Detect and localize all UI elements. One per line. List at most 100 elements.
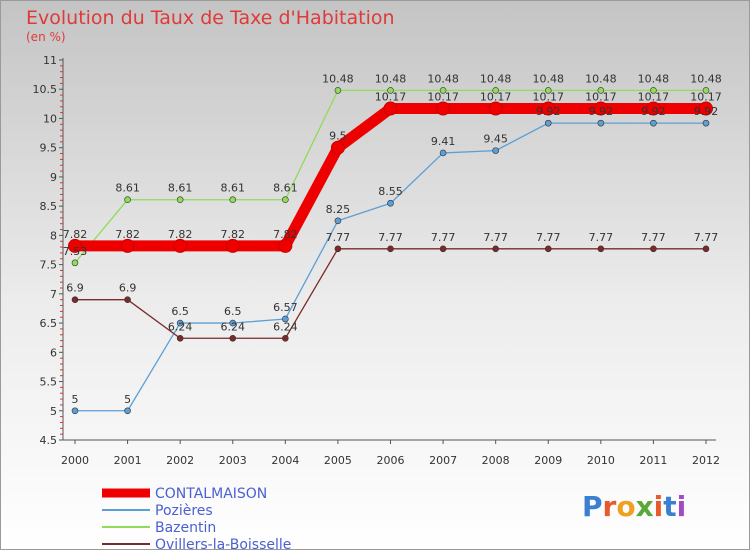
data-label-bazentin: 7.53 bbox=[63, 245, 88, 258]
x-tick-label: 2012 bbox=[692, 454, 720, 467]
x-tick-label: 2005 bbox=[324, 454, 352, 467]
data-label-bazentin: 10.48 bbox=[322, 72, 354, 85]
data-label-ovillers-la-boisselle: 7.77 bbox=[694, 231, 719, 244]
x-tick-label: 2004 bbox=[271, 454, 299, 467]
data-label-contalmaison: 10.17 bbox=[533, 91, 565, 104]
data-point-contalmaison bbox=[383, 101, 398, 116]
data-point-bazentin bbox=[702, 87, 710, 94]
data-label-bazentin: 8.61 bbox=[273, 182, 298, 195]
y-tick-label: 7.5 bbox=[40, 259, 58, 272]
data-point-ovillers-la-boisselle bbox=[702, 245, 710, 253]
data-label-pozieres: 6.5 bbox=[224, 305, 242, 318]
data-point-bazentin bbox=[124, 196, 131, 204]
data-point-contalmaison bbox=[68, 238, 82, 253]
y-tick-label: 11 bbox=[43, 54, 57, 67]
x-tick-label: 2010 bbox=[587, 454, 615, 467]
y-tick-label: 5 bbox=[50, 405, 57, 418]
data-point-bazentin bbox=[229, 196, 237, 204]
data-label-ovillers-la-boisselle: 6.24 bbox=[221, 320, 246, 333]
data-label-contalmaison: 7.82 bbox=[273, 228, 298, 241]
data-label-bazentin: 10.48 bbox=[690, 72, 722, 85]
data-label-pozieres: 9.92 bbox=[589, 105, 614, 118]
data-point-pozieres bbox=[702, 119, 710, 127]
data-point-ovillers-la-boisselle bbox=[492, 245, 499, 253]
data-label-pozieres: 8.55 bbox=[378, 185, 403, 198]
data-point-bazentin bbox=[650, 87, 657, 94]
data-label-pozieres: 9.92 bbox=[694, 105, 719, 118]
data-point-contalmaison bbox=[488, 101, 503, 116]
data-point-contalmaison bbox=[330, 140, 345, 155]
data-point-bazentin bbox=[334, 87, 342, 94]
data-label-ovillers-la-boisselle: 7.77 bbox=[326, 231, 351, 244]
data-point-contalmaison bbox=[173, 238, 188, 253]
series-contalmaison bbox=[68, 101, 713, 253]
data-point-contalmaison bbox=[646, 101, 661, 116]
data-label-ovillers-la-boisselle: 6.9 bbox=[119, 282, 137, 295]
legend-label-pozieres: Pozières bbox=[155, 503, 213, 519]
x-tick-label: 2003 bbox=[219, 454, 247, 467]
data-label-contalmaison: 10.17 bbox=[375, 91, 407, 104]
data-label-pozieres: 5 bbox=[72, 393, 79, 406]
data-point-bazentin bbox=[439, 87, 447, 94]
data-point-contalmaison bbox=[541, 101, 556, 116]
x-tick-label: 2006 bbox=[377, 454, 405, 467]
x-tick-label: 2011 bbox=[639, 454, 667, 467]
legend-label-contalmaison: CONTALMAISON bbox=[155, 486, 267, 502]
data-point-pozieres bbox=[124, 407, 131, 415]
data-point-bazentin bbox=[492, 87, 499, 94]
data-point-pozieres bbox=[229, 319, 237, 327]
data-point-contalmaison bbox=[120, 238, 135, 253]
data-point-pozieres bbox=[597, 119, 605, 127]
legend: CONTALMAISONPozièresBazentinOvillers-la-… bbox=[102, 486, 291, 550]
y-tick-label: 6.5 bbox=[40, 317, 58, 330]
data-label-contalmaison: 7.82 bbox=[115, 228, 140, 241]
data-point-bazentin bbox=[176, 196, 184, 204]
x-tick-label: 2007 bbox=[429, 454, 457, 467]
data-point-pozieres bbox=[282, 315, 289, 323]
data-label-ovillers-la-boisselle: 6.9 bbox=[66, 282, 84, 295]
legend-label-bazentin: Bazentin bbox=[155, 520, 216, 536]
data-point-bazentin bbox=[71, 259, 79, 267]
data-label-contalmaison: 10.17 bbox=[638, 91, 670, 104]
data-point-bazentin bbox=[544, 87, 552, 94]
data-point-ovillers-la-boisselle bbox=[439, 245, 447, 253]
data-point-ovillers-la-boisselle bbox=[597, 245, 605, 253]
data-point-ovillers-la-boisselle bbox=[229, 334, 237, 342]
data-label-bazentin: 8.61 bbox=[168, 182, 193, 195]
data-label-ovillers-la-boisselle: 7.77 bbox=[378, 231, 403, 244]
data-label-bazentin: 10.48 bbox=[375, 72, 407, 85]
data-label-ovillers-la-boisselle: 7.77 bbox=[431, 231, 456, 244]
data-point-pozieres bbox=[544, 119, 552, 127]
data-point-pozieres bbox=[439, 149, 447, 157]
data-label-pozieres: 8.25 bbox=[326, 203, 351, 216]
y-tick-label: 8.5 bbox=[40, 200, 58, 213]
y-tick-label: 9 bbox=[50, 171, 57, 184]
data-label-contalmaison: 7.82 bbox=[63, 228, 88, 241]
data-point-ovillers-la-boisselle bbox=[176, 334, 184, 342]
data-label-ovillers-la-boisselle: 6.24 bbox=[273, 320, 298, 333]
series-layer bbox=[68, 87, 713, 415]
y-tick-label: 10 bbox=[43, 112, 57, 125]
data-point-ovillers-la-boisselle bbox=[650, 245, 657, 253]
data-label-contalmaison: 10.17 bbox=[427, 91, 459, 104]
data-point-pozieres bbox=[492, 147, 499, 154]
data-label-contalmaison: 10.17 bbox=[690, 91, 722, 104]
data-label-pozieres: 9.45 bbox=[483, 133, 508, 146]
data-label-ovillers-la-boisselle: 7.77 bbox=[589, 231, 614, 244]
data-label-ovillers-la-boisselle: 7.77 bbox=[641, 231, 666, 244]
series-bazentin bbox=[71, 87, 710, 267]
data-label-bazentin: 10.48 bbox=[638, 72, 670, 85]
data-labels: 5 5 6.5 6.5 6.57 8.25 8.55 9.41 9.45 9.92 9.92 9.92… bbox=[63, 72, 722, 405]
data-label-ovillers-la-boisselle: 7.77 bbox=[536, 231, 561, 244]
chart-title: Evolution du Taux de Taxe d'Habitation bbox=[26, 7, 395, 29]
data-label-contalmaison: 9.5 bbox=[329, 130, 347, 143]
y-tick-label: 8 bbox=[50, 229, 57, 242]
data-point-ovillers-la-boisselle bbox=[387, 245, 394, 253]
data-label-pozieres: 9.92 bbox=[536, 105, 561, 118]
series-pozieres bbox=[71, 119, 710, 415]
data-label-pozieres: 9.92 bbox=[641, 105, 666, 118]
data-label-pozieres: 5 bbox=[124, 393, 131, 406]
data-point-bazentin bbox=[387, 87, 394, 94]
